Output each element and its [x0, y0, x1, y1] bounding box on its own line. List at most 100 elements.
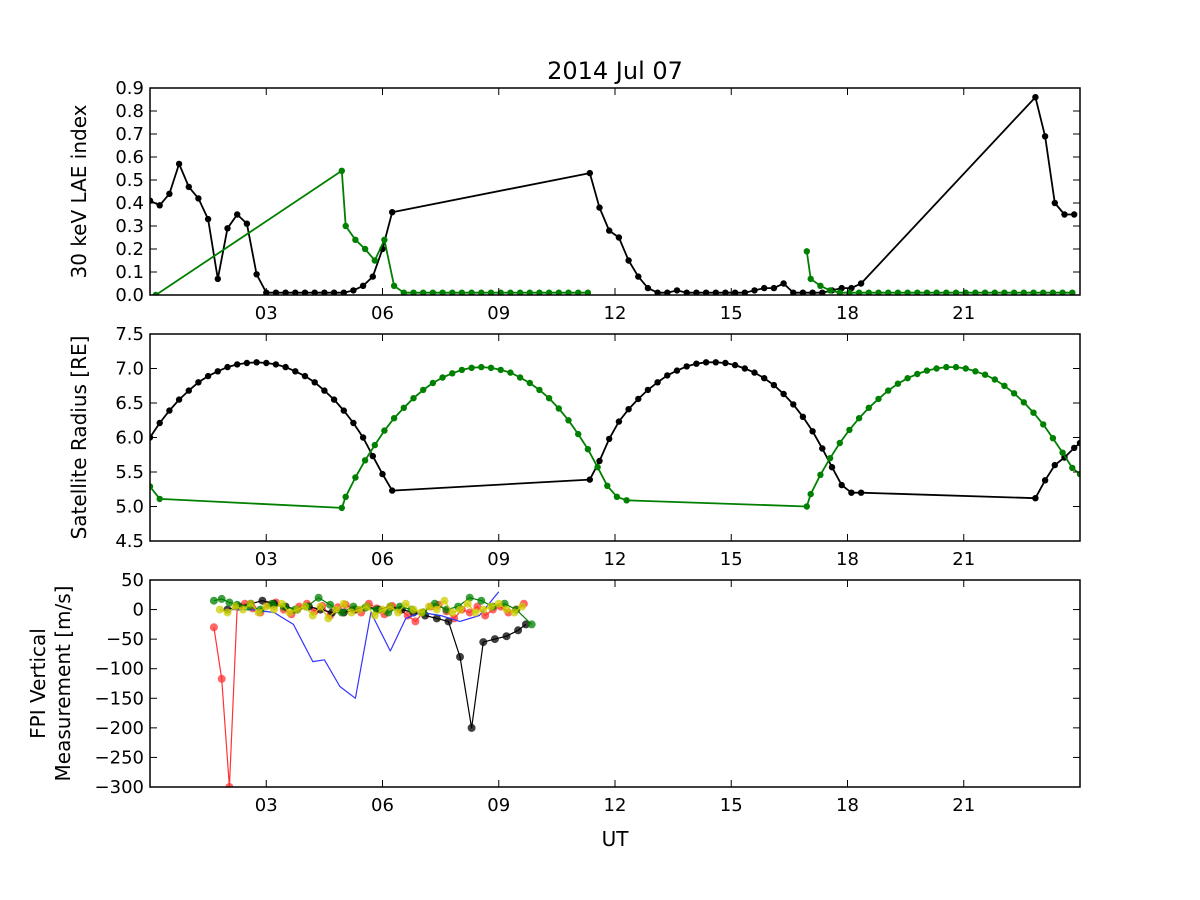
data-point [342, 222, 349, 230]
data-point [456, 605, 464, 614]
axes-frame [149, 333, 1081, 542]
axes-frame [149, 87, 1081, 296]
series-line [227, 591, 500, 699]
panels-group: 03 06 09 12 15 18 210.00.10.20.30.40.50.60.70.… [26, 78, 1081, 816]
data-point [282, 363, 289, 371]
data-point [339, 599, 348, 608]
x-tick-label: 21 [952, 549, 975, 570]
data-point [324, 614, 333, 623]
data-point [478, 363, 485, 371]
data-point [321, 387, 328, 394]
data-point [780, 390, 787, 398]
data-point [981, 289, 989, 295]
data-point [1061, 211, 1068, 218]
data-point [224, 225, 231, 232]
series-line [219, 600, 523, 620]
chart-panel-3: 03 06 09 12 15 18 21 −300 −250 −200 −150 −100 −50 0 50… [26, 570, 1081, 816]
data-point [623, 497, 630, 504]
data-point [575, 289, 582, 295]
data-point [855, 415, 863, 422]
data-point [828, 464, 836, 471]
data-point [817, 471, 824, 478]
data-point [502, 605, 511, 614]
y-axis-label-line: Measurement [m/s] [51, 586, 75, 782]
figure-title: 2014 Jul 07 [547, 57, 683, 85]
data-point [243, 359, 251, 367]
data-point [234, 361, 241, 368]
data-point [449, 289, 456, 295]
data-point [731, 289, 739, 295]
data-point [817, 282, 824, 289]
data-point [545, 395, 553, 402]
data-point [371, 441, 378, 449]
series-line [213, 601, 525, 787]
data-point [761, 375, 768, 382]
data-point [347, 608, 356, 617]
data-point [487, 364, 495, 371]
data-point [166, 407, 173, 414]
data-point [894, 380, 902, 387]
y-axis-label: FPI VerticalMeasurement [m/s] [26, 586, 75, 782]
data-point [185, 183, 192, 191]
data-point [301, 289, 309, 295]
data-point [673, 287, 681, 294]
data-point [514, 626, 523, 635]
data-point [215, 605, 224, 614]
data-point [389, 487, 396, 494]
data-point [596, 457, 603, 465]
y-tick-label: −150 [95, 688, 144, 709]
data-point [1041, 477, 1049, 484]
data-point [152, 291, 159, 295]
data-point [751, 369, 758, 376]
data-point [904, 289, 911, 295]
data-point [507, 369, 514, 376]
data-point [770, 284, 778, 292]
data-point [420, 386, 427, 394]
x-tick-label: 09 [487, 795, 510, 816]
x-tick-label: 09 [487, 549, 510, 570]
data-point [981, 371, 989, 378]
data-point [293, 605, 302, 614]
data-point [683, 363, 690, 370]
data-point [175, 396, 183, 403]
data-point [702, 289, 710, 295]
data-point [409, 605, 418, 614]
data-point [243, 220, 251, 227]
data-point [565, 417, 572, 424]
y-tick-label: 0.8 [115, 101, 144, 122]
y-tick-label: 0.9 [115, 78, 144, 99]
y-tick-label: −100 [95, 659, 144, 680]
data-point [664, 372, 671, 379]
data-point [332, 605, 340, 614]
data-point [875, 395, 882, 403]
data-point [761, 284, 768, 292]
data-point [254, 608, 263, 617]
data-point [449, 370, 456, 377]
x-tick-label: 06 [371, 549, 394, 570]
data-point [1071, 444, 1078, 452]
data-point [536, 289, 543, 295]
series-line [150, 366, 1080, 509]
data-point [217, 674, 226, 683]
x-tick-label: 03 [255, 549, 278, 570]
x-tick-label: 12 [604, 303, 627, 324]
data-point [1071, 211, 1078, 218]
data-point [555, 289, 562, 295]
data-point [381, 236, 388, 243]
data-point [292, 289, 299, 295]
data-point [1032, 94, 1039, 101]
data-point [400, 404, 407, 411]
data-point [865, 404, 872, 411]
data-point [361, 457, 369, 464]
data-point [314, 593, 323, 602]
data-point [285, 608, 294, 617]
x-tick-label: 18 [836, 549, 859, 570]
data-point [224, 363, 231, 371]
x-tick-label: 15 [720, 795, 743, 816]
data-point [223, 608, 232, 617]
data-point [972, 289, 979, 295]
data-point [359, 282, 367, 289]
data-point [1076, 470, 1080, 478]
data-point [417, 608, 426, 617]
